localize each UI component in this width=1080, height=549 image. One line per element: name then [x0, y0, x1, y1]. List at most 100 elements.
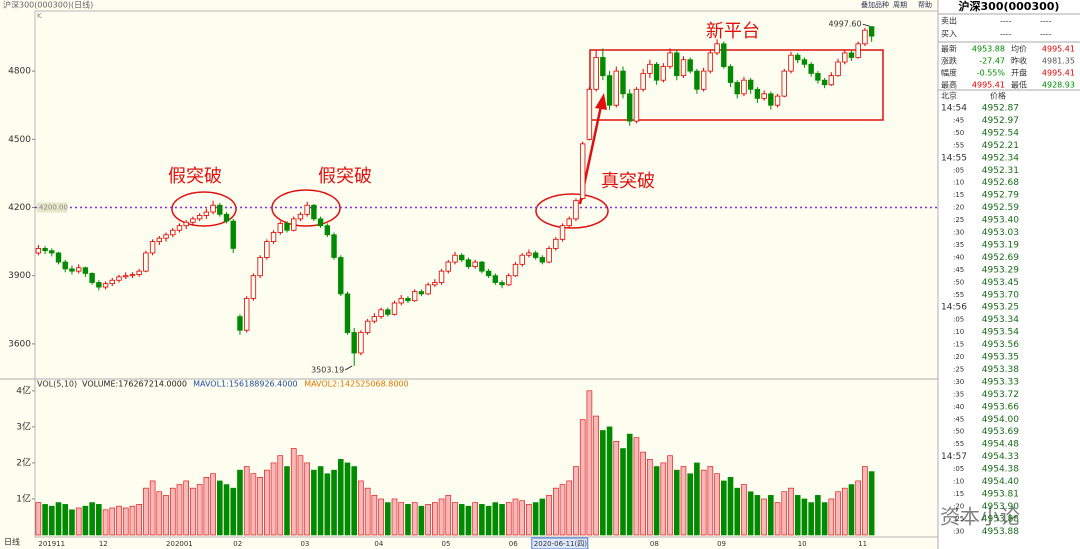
- volume-bar: [351, 466, 358, 536]
- candle-body: [89, 273, 95, 283]
- candle-body: [694, 70, 700, 90]
- tick-price: 4953.88: [982, 527, 1019, 537]
- annotation: 假突破: [318, 166, 372, 187]
- volume-bar: [694, 462, 700, 536]
- candle-body: [848, 52, 855, 58]
- y-tick-label: 4500: [8, 135, 31, 145]
- candle-body: [217, 204, 223, 215]
- volume-bar: [445, 495, 452, 536]
- volume-bar: [290, 448, 297, 536]
- tick-time: :30: [953, 527, 964, 535]
- candle-body: [270, 232, 277, 243]
- tick-header: 价格: [990, 91, 1006, 101]
- candle-body: [69, 268, 75, 272]
- tick-time: :45: [953, 415, 964, 423]
- candle-body: [42, 248, 48, 252]
- tick-header: 北京: [941, 91, 957, 101]
- volume-bar: [626, 433, 633, 536]
- tick-price: 4952.34: [982, 153, 1019, 163]
- candle-body: [741, 79, 747, 95]
- field-label: 昨收: [1011, 56, 1027, 66]
- candle-body: [512, 263, 519, 277]
- candle-body: [304, 204, 310, 215]
- candle-body: [633, 88, 640, 122]
- volume-bar: [411, 502, 418, 536]
- volume-bar: [754, 495, 761, 536]
- x-tick-label: 12: [99, 540, 108, 548]
- tick-price: 4952.21: [982, 141, 1019, 151]
- volume-bar: [129, 505, 136, 536]
- tick-price: 4953.03: [982, 228, 1019, 238]
- field-label: 幅度: [941, 68, 957, 78]
- candle-body: [472, 261, 478, 268]
- field-label: 最低: [1011, 80, 1027, 90]
- volume-bar: [169, 487, 176, 536]
- candle-body: [754, 88, 761, 99]
- candle-body: [149, 241, 156, 254]
- volume-bar: [673, 469, 680, 536]
- volume-bar: [75, 507, 82, 536]
- tick-price: 4952.69: [982, 253, 1019, 263]
- field-value: 4981.35: [1042, 57, 1075, 66]
- candle-body: [129, 274, 136, 277]
- volume-bar: [203, 477, 210, 536]
- tick-time: :05: [953, 166, 964, 174]
- tick-time: :50: [953, 278, 964, 286]
- volume-bar: [337, 459, 344, 536]
- candle-body: [351, 332, 357, 354]
- tick-price: 4954.33: [982, 452, 1019, 462]
- field-label: 开盘: [1011, 68, 1027, 78]
- tick-price: 4952.59: [982, 203, 1019, 213]
- tick-time: :50: [953, 129, 964, 137]
- volume-bar: [465, 505, 472, 536]
- book-cell: ----: [1000, 17, 1012, 26]
- volume-bar: [808, 502, 814, 536]
- volume-bar: [640, 451, 646, 536]
- volume-bar: [593, 415, 599, 536]
- volume-bar: [55, 502, 62, 536]
- volume-bar: [250, 473, 257, 536]
- candle-body: [465, 259, 472, 268]
- volume-title: VOL(5,10): [37, 380, 77, 389]
- candle-body: [445, 261, 451, 272]
- candle-body: [667, 52, 673, 67]
- y-tick-label: 2亿: [16, 456, 31, 468]
- candle-body: [862, 29, 868, 45]
- candle-body: [378, 309, 384, 318]
- volume-bar: [196, 484, 203, 536]
- candle-body: [842, 52, 848, 63]
- tick-time: :10: [953, 328, 964, 336]
- y-tick-label: 1亿: [16, 492, 31, 504]
- volume-bar: [714, 473, 720, 536]
- candle-body: [613, 70, 619, 106]
- tick-time: :55: [953, 291, 964, 299]
- volume-bar: [96, 504, 102, 536]
- volume-bar: [526, 504, 532, 536]
- volume-bar: [741, 484, 747, 536]
- candle-body: [210, 204, 216, 213]
- candle-body: [620, 70, 626, 95]
- volume-bar: [841, 487, 848, 536]
- volume-bar: [364, 487, 371, 536]
- volume-bar: [163, 495, 169, 536]
- volume-bar: [546, 495, 552, 536]
- candle-body: [385, 309, 391, 315]
- candle-body: [75, 267, 82, 272]
- tick-time: :05: [953, 465, 964, 473]
- candle-body: [479, 261, 485, 272]
- candle-body: [344, 293, 351, 333]
- candle-body: [311, 204, 317, 220]
- tick-time: :55: [953, 141, 964, 149]
- candle-body: [640, 72, 646, 90]
- candle-body: [176, 225, 183, 231]
- volume-bar: [35, 502, 42, 536]
- candle-body: [828, 75, 835, 86]
- volume-bar: [472, 502, 478, 536]
- volume-bar: [512, 498, 519, 536]
- volume-bar: [243, 466, 250, 536]
- tick-time: 14:54: [941, 104, 967, 114]
- candle-body: [223, 213, 230, 222]
- volume-bar: [425, 504, 431, 536]
- volume-bar: [680, 466, 687, 536]
